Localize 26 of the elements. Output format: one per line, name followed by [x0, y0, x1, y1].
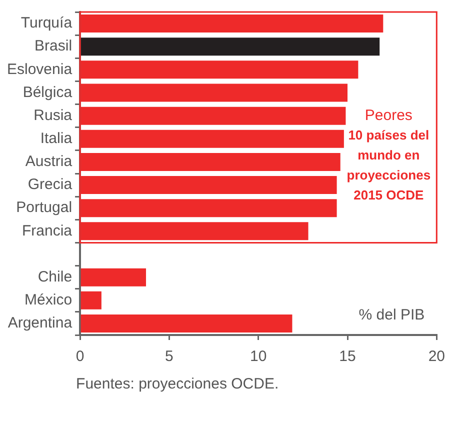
y-tick-label: Francia	[22, 222, 73, 240]
x-tick-label: 10	[250, 348, 267, 366]
y-tick-label: Argentina	[8, 314, 73, 332]
y-tick-label: Chile	[38, 268, 72, 286]
source-note: Fuentes: proyecciones OCDE.	[76, 376, 279, 393]
y-tick-label: Austria	[25, 153, 73, 170]
bar	[80, 38, 380, 56]
y-tick-label: México	[24, 292, 72, 309]
bar	[80, 314, 292, 332]
x-tick-label: 5	[165, 348, 174, 366]
y-tick-label: Eslovenia	[6, 60, 73, 78]
annotation: Peores	[364, 106, 412, 124]
y-tick-label: Italia	[40, 130, 73, 148]
y-tick-label: Grecia	[28, 176, 73, 194]
annotation: 10 países del mundo en proyecciones 2015 OCDE	[346, 127, 431, 202]
bar	[80, 291, 102, 310]
x-tick-label: 15	[339, 348, 356, 366]
y-tick-label: Rusia	[34, 106, 73, 124]
x-tick-label: 0	[76, 348, 84, 366]
y-tick-label: Portugal	[16, 199, 72, 216]
y-tick-label: Turquía	[20, 14, 73, 32]
y-tick-label: Bélgica	[22, 84, 73, 101]
x-axis-title: % del PIB	[358, 306, 425, 324]
y-tick-label: Brasil	[34, 38, 72, 55]
x-tick-label: 20	[428, 348, 445, 366]
bar	[80, 268, 146, 286]
